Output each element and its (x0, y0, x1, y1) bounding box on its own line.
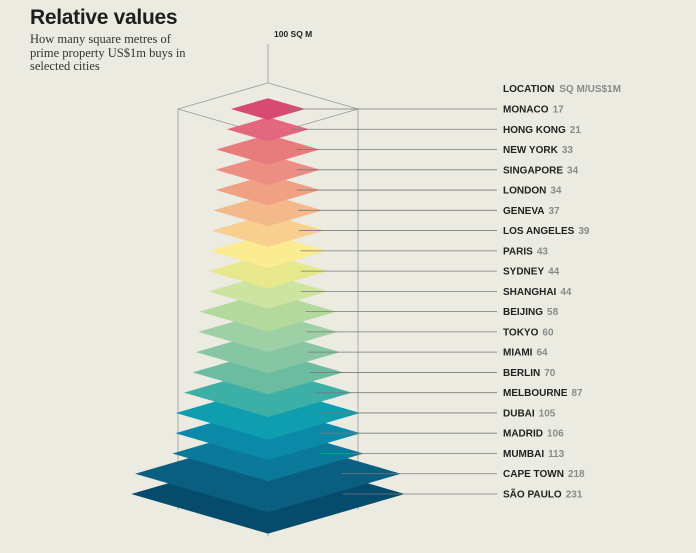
layer-hong-kong (226, 117, 310, 142)
layer-beijing (199, 291, 337, 332)
value-label-paris: 43 (537, 246, 549, 257)
city-label-berlin: BERLIN 70 (503, 368, 556, 379)
value-label-melbourne: 87 (571, 388, 583, 399)
reference-label: 100 SQ M (274, 29, 312, 39)
legend-header: LOCATION SQ M/US$1M (503, 84, 621, 95)
value-label-shanghai: 44 (560, 287, 572, 298)
city-label-s-o-paulo: SÃO PAULO 231 (503, 488, 583, 501)
chart-labels: MONACO 17 HONG KONG 21 NEW YORK 33 SINGAPORE 34… (288, 105, 590, 501)
city-label-miami: MIAMI 64 (503, 348, 548, 359)
value-label-cape-town: 218 (568, 469, 585, 480)
layer-miami (196, 331, 340, 374)
layer-geneva (213, 194, 323, 227)
value-label-berlin: 70 (544, 368, 556, 379)
layer-paris (208, 233, 328, 268)
chart-subtitle: How many square metres of prime property… (30, 32, 186, 73)
city-label-tokyo: TOKYO 60 (503, 327, 554, 338)
value-label-tokyo: 60 (542, 327, 554, 338)
city-label-monaco: MONACO 17 (503, 105, 564, 116)
layer-london (215, 174, 321, 206)
city-label-singapore: SINGAPORE 34 (503, 165, 579, 176)
city-label-geneva: GENEVA 37 (503, 206, 560, 217)
city-label-new-york: NEW YORK 33 (503, 145, 573, 156)
value-label-s-o-paulo: 231 (566, 490, 583, 501)
value-label-miami: 64 (536, 348, 548, 359)
chart-title: Relative values (30, 6, 178, 29)
value-label-dubai: 105 (539, 408, 556, 419)
city-label-paris: PARIS 43 (503, 246, 548, 257)
layer-shanghai (208, 274, 328, 309)
layer-sydney (208, 253, 328, 289)
city-label-dubai: DUBAI 105 (503, 408, 556, 419)
layer-los-angeles (211, 214, 325, 247)
city-label-shanghai: SHANGHAI 44 (503, 287, 572, 298)
city-label-cape-town: CAPE TOWN 218 (503, 469, 585, 480)
value-label-madrid: 106 (547, 429, 564, 440)
layer-monaco (230, 98, 306, 120)
chart-layers (131, 98, 405, 534)
header-unit: SQ M/US$1M (559, 84, 621, 95)
city-label-london: LONDON 34 (503, 186, 562, 197)
layer-singapore (215, 154, 321, 186)
value-label-hong-kong: 21 (570, 125, 582, 136)
value-label-sydney: 44 (548, 267, 560, 278)
header-location: LOCATION (503, 84, 554, 95)
city-label-los-angeles: LOS ANGELES 39 (503, 226, 590, 237)
layer-new-york (216, 134, 320, 165)
value-label-los-angeles: 39 (578, 226, 590, 237)
value-label-new-york: 33 (562, 145, 574, 156)
value-label-mumbai: 113 (548, 449, 565, 460)
value-label-monaco: 17 (553, 105, 565, 116)
value-label-singapore: 34 (567, 165, 579, 176)
layer-tokyo (198, 311, 338, 353)
city-label-beijing: BEIJING 58 (503, 307, 559, 318)
city-label-mumbai: MUMBAI 113 (503, 449, 565, 460)
city-label-melbourne: MELBOURNE 87 (503, 388, 583, 399)
city-label-sydney: SYDNEY 44 (503, 267, 560, 278)
value-label-geneva: 37 (549, 206, 561, 217)
value-label-beijing: 58 (547, 307, 559, 318)
value-label-london: 34 (550, 186, 562, 197)
city-label-hong-kong: HONG KONG 21 (503, 125, 581, 136)
city-label-madrid: MADRID 106 (503, 429, 564, 440)
